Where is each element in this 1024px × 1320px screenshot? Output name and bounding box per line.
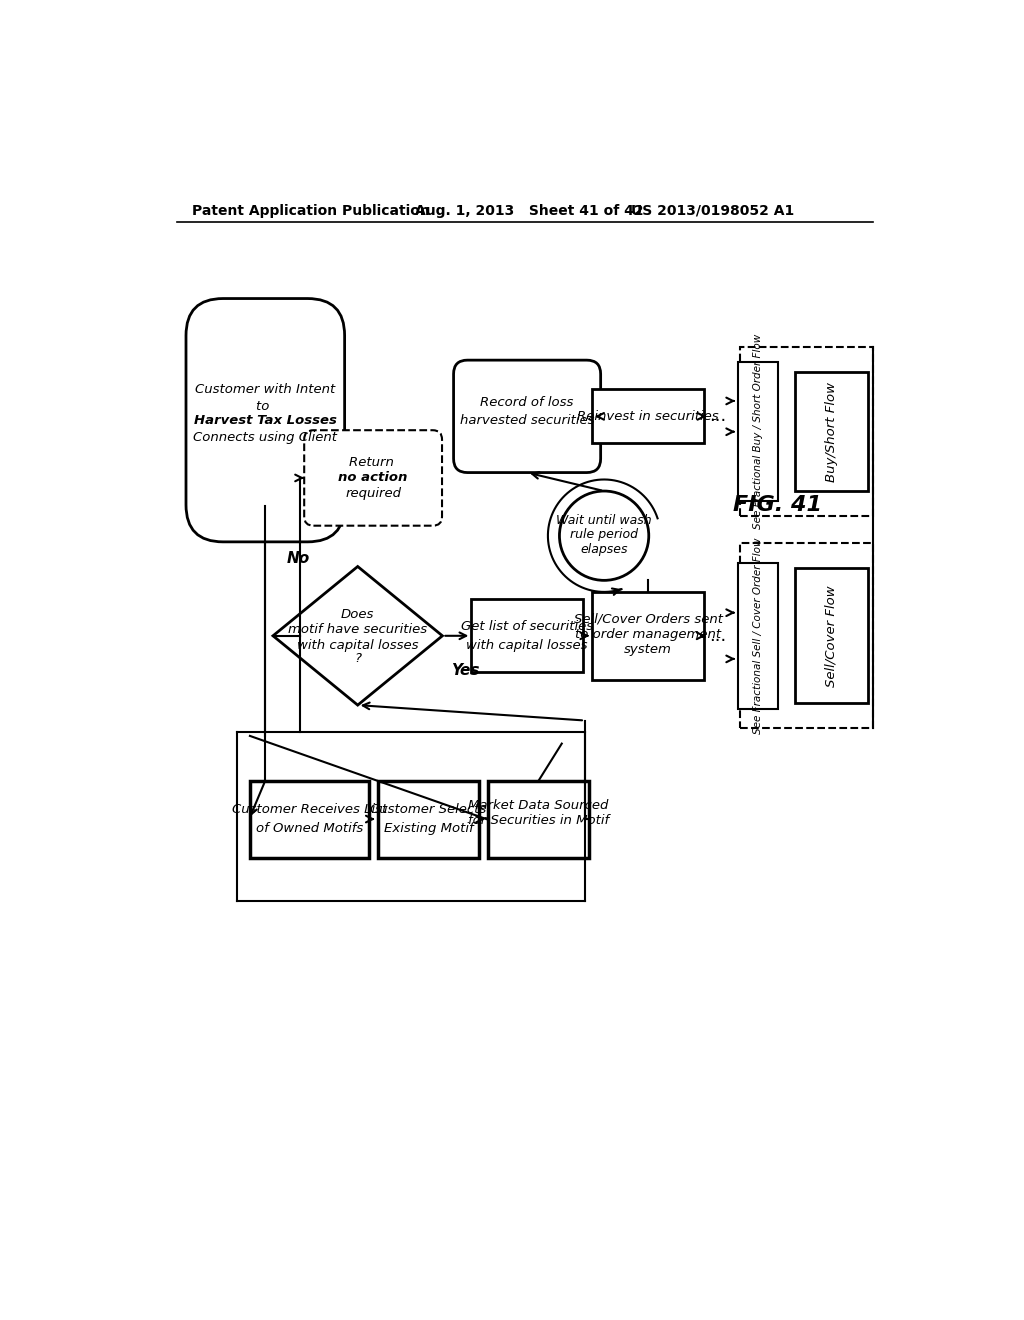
Text: Yes: Yes [452, 663, 480, 678]
Text: Record of loss: Record of loss [480, 396, 573, 409]
Text: Patent Application Publication: Patent Application Publication [193, 203, 430, 218]
Text: Customer Receives List: Customer Receives List [231, 804, 387, 816]
Text: to order management: to order management [574, 628, 721, 640]
Text: Sell/Cover Flow: Sell/Cover Flow [824, 585, 838, 686]
Text: Reinvest in securities: Reinvest in securities [578, 409, 719, 422]
Text: to: to [256, 400, 274, 413]
Text: ?: ? [354, 652, 361, 665]
FancyBboxPatch shape [738, 562, 778, 709]
Text: Existing Motif: Existing Motif [384, 822, 473, 834]
Text: rule period: rule period [570, 528, 638, 541]
Text: Does: Does [341, 607, 375, 620]
Text: No: No [287, 552, 310, 566]
Text: Connects using Client: Connects using Client [194, 430, 337, 444]
Text: for Securities in Motif: for Securities in Motif [468, 814, 609, 828]
FancyBboxPatch shape [592, 591, 703, 680]
Text: with capital losses: with capital losses [466, 639, 588, 652]
Circle shape [559, 491, 649, 581]
FancyBboxPatch shape [592, 389, 703, 444]
Text: with capital losses: with capital losses [297, 639, 419, 652]
Text: Customer Selects: Customer Selects [371, 804, 486, 816]
Text: Wait until wash: Wait until wash [556, 513, 652, 527]
Text: See Fractional Buy / Short Order Flow: See Fractional Buy / Short Order Flow [753, 334, 763, 529]
Text: no action: no action [338, 471, 408, 484]
Text: Get list of securities: Get list of securities [461, 620, 593, 634]
Text: required: required [345, 487, 401, 500]
FancyBboxPatch shape [795, 569, 867, 704]
Polygon shape [273, 566, 442, 705]
Text: system: system [624, 643, 672, 656]
Text: Customer with Intent: Customer with Intent [196, 383, 336, 396]
Text: Sell/Cover Orders sent: Sell/Cover Orders sent [573, 612, 723, 626]
Text: ...: ... [709, 627, 726, 644]
Text: Harvest Tax Losses: Harvest Tax Losses [194, 413, 337, 426]
FancyBboxPatch shape [795, 372, 867, 491]
FancyBboxPatch shape [378, 780, 479, 858]
FancyBboxPatch shape [304, 430, 442, 525]
Text: Market Data Sourced: Market Data Sourced [468, 799, 609, 812]
Text: elapses: elapses [581, 543, 628, 556]
FancyBboxPatch shape [250, 780, 369, 858]
FancyBboxPatch shape [738, 363, 778, 502]
Text: ...: ... [709, 408, 726, 425]
Text: US 2013/0198052 A1: US 2013/0198052 A1 [631, 203, 795, 218]
Text: harvested securities: harvested securities [460, 413, 594, 426]
Text: Return: Return [348, 455, 397, 469]
Text: See Fractional Sell / Cover Order Flow: See Fractional Sell / Cover Order Flow [753, 537, 763, 734]
Text: of Owned Motifs: of Owned Motifs [256, 822, 362, 834]
FancyBboxPatch shape [454, 360, 601, 473]
Text: FIG. 41: FIG. 41 [733, 495, 822, 515]
FancyBboxPatch shape [487, 780, 590, 858]
Text: motif have securities: motif have securities [288, 623, 427, 636]
FancyBboxPatch shape [186, 298, 345, 543]
FancyBboxPatch shape [471, 599, 583, 672]
Text: Aug. 1, 2013   Sheet 41 of 42: Aug. 1, 2013 Sheet 41 of 42 [416, 203, 644, 218]
Text: Buy/Short Flow: Buy/Short Flow [824, 381, 838, 482]
